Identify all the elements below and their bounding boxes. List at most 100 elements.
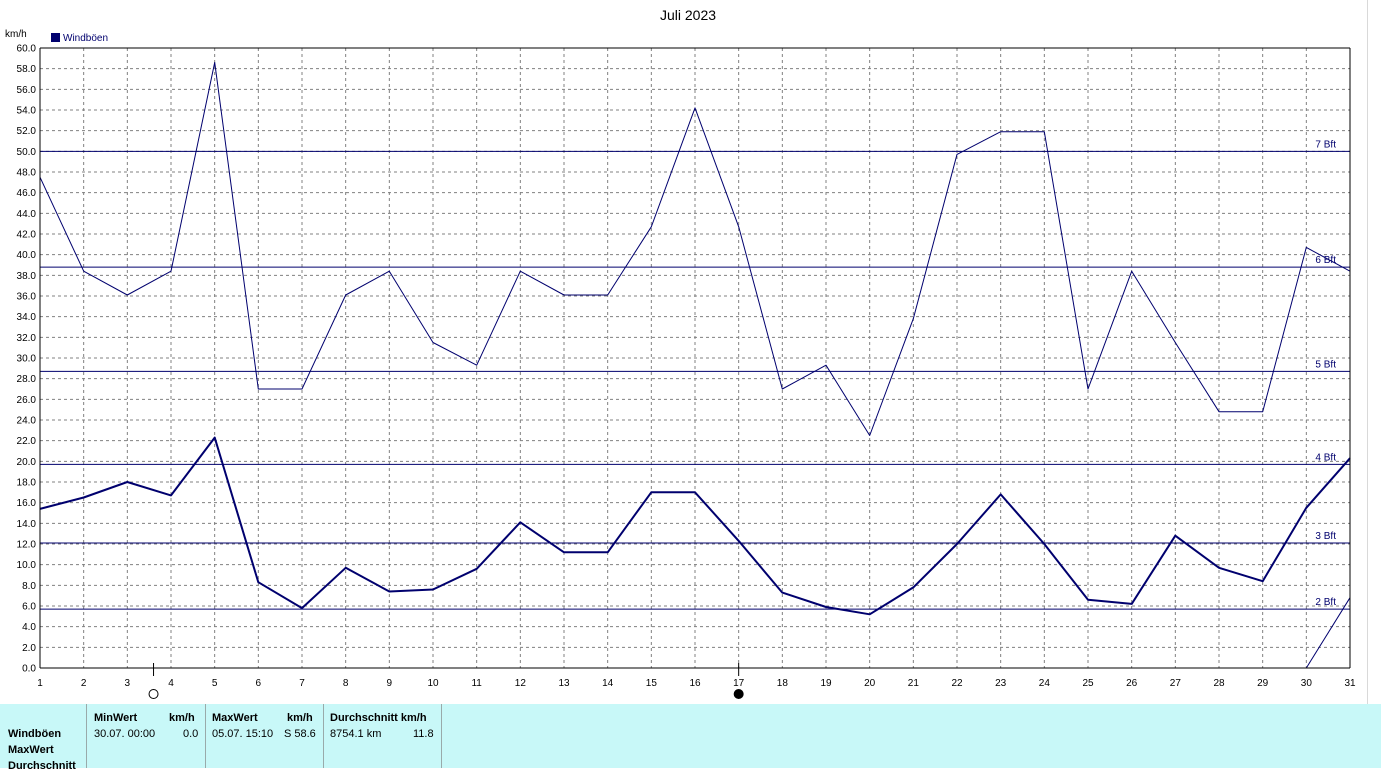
y-tick-label: 20.0 <box>17 457 37 468</box>
x-tick-label: 31 <box>1344 678 1356 689</box>
y-tick-label: 32.0 <box>17 333 37 344</box>
y-tick-label: 38.0 <box>17 271 37 282</box>
y-tick-label: 16.0 <box>17 498 37 509</box>
y-tick-label: 52.0 <box>17 126 37 137</box>
y-tick-label: 58.0 <box>17 64 37 75</box>
y-tick-label: 48.0 <box>17 168 37 179</box>
max-value: S 58.6 <box>284 728 316 740</box>
x-tick-label: 9 <box>387 678 393 689</box>
x-tick-label: 28 <box>1213 678 1225 689</box>
full-moon-icon <box>148 689 159 699</box>
avg-value: 11.8 <box>413 728 434 740</box>
x-tick-label: 22 <box>951 678 963 689</box>
y-axis-unit: km/h <box>5 29 27 40</box>
y-tick-label: 10.0 <box>17 560 37 571</box>
beaufort-label: 2 Bft <box>1315 597 1336 608</box>
header-durchschnitt: Durchschnitt km/h <box>330 712 427 724</box>
y-tick-label: 24.0 <box>17 416 37 427</box>
y-tick-label: 22.0 <box>17 436 37 447</box>
y-tick-label: 60.0 <box>17 44 37 55</box>
beaufort-label: 3 Bft <box>1315 531 1336 542</box>
distance: 8754.1 km <box>330 728 382 740</box>
x-tick-label: 27 <box>1170 678 1182 689</box>
moon-phases <box>148 663 744 699</box>
row-label-durchschnitt: Durchschnitt <box>8 760 76 772</box>
x-tick-label: 10 <box>427 678 439 689</box>
x-tick-label: 5 <box>212 678 218 689</box>
header-kmh-min: km/h <box>169 712 195 724</box>
header-kmh-max: km/h <box>287 712 313 724</box>
min-value: 0.0 <box>183 728 199 740</box>
x-tick-label: 16 <box>689 678 701 689</box>
y-tick-label: 44.0 <box>17 209 37 220</box>
y-tick-label: 30.0 <box>17 354 37 365</box>
beaufort-label: 5 Bft <box>1315 359 1336 370</box>
beaufort-label: 6 Bft <box>1315 255 1336 266</box>
row-label-windboeen: Windböen <box>8 728 62 740</box>
y-tick-label: 42.0 <box>17 230 37 241</box>
x-tick-label: 23 <box>995 678 1007 689</box>
vertical-scrollbar[interactable] <box>1367 0 1381 768</box>
series-lines <box>39 62 1351 669</box>
y-tick-label: 14.0 <box>17 519 37 530</box>
x-tick-label: 19 <box>820 678 832 689</box>
wind-gust-chart: Juli 2023 km/h Windböen 0.0 2.0 4.0 6.0 8.0 1… <box>5 7 1356 699</box>
min-time: 30.07. 00:00 <box>94 728 156 740</box>
x-tick-label: 15 <box>646 678 658 689</box>
column-divider <box>205 704 206 768</box>
legend-swatch <box>51 33 60 42</box>
y-tick-label: 46.0 <box>17 188 37 199</box>
x-tick-label: 14 <box>602 678 614 689</box>
row-label-maxwert: MaxWert <box>8 744 54 756</box>
y-tick-label: 4.0 <box>22 622 36 633</box>
y-tick-label: 28.0 <box>17 374 37 385</box>
column-divider <box>86 704 87 768</box>
max-time: 05.07. 15:10 <box>212 728 274 740</box>
beaufort-label: 7 Bft <box>1315 139 1336 150</box>
x-tick-label: 24 <box>1039 678 1051 689</box>
y-tick-label: 26.0 <box>17 395 37 406</box>
statistics-panel: MinWert km/h MaxWert km/h Durchschnitt k… <box>0 704 1381 772</box>
column-divider <box>441 704 442 768</box>
beaufort-lines: 7 Bft 6 Bft 5 Bft 4 Bft 3 Bft 2 Bft <box>40 139 1350 610</box>
y-tick-label: 2.0 <box>22 643 36 654</box>
x-tick-label: 7 <box>299 678 305 689</box>
grid: 0.0 2.0 4.0 6.0 8.0 10.0 12.0 14.0 16.0 18.0 20.0 2… <box>17 44 1356 690</box>
x-tick-label: 12 <box>515 678 527 689</box>
y-tick-label: 36.0 <box>17 292 37 303</box>
new-moon-icon <box>733 689 744 699</box>
x-tick-label: 29 <box>1257 678 1269 689</box>
x-tick-label: 2 <box>81 678 87 689</box>
header-maxwert: MaxWert <box>212 712 258 724</box>
x-tick-label: 18 <box>777 678 789 689</box>
header-minwert: MinWert <box>94 712 138 724</box>
x-tick-label: 20 <box>864 678 876 689</box>
x-tick-label: 1 <box>37 678 43 689</box>
y-tick-label: 0.0 <box>22 664 36 675</box>
x-tick-label: 13 <box>558 678 570 689</box>
y-tick-label: 6.0 <box>22 602 36 613</box>
x-tick-label: 17 <box>733 678 745 689</box>
x-tick-label: 6 <box>256 678 262 689</box>
y-tick-label: 18.0 <box>17 478 37 489</box>
y-tick-label: 12.0 <box>17 540 37 551</box>
chart-title: Juli 2023 <box>660 7 716 23</box>
beaufort-label: 4 Bft <box>1315 452 1336 463</box>
x-tick-label: 21 <box>908 678 920 689</box>
series-line-windboeen <box>39 436 1351 616</box>
x-tick-label: 11 <box>471 678 482 689</box>
y-tick-label: 34.0 <box>17 312 37 323</box>
y-tick-label: 54.0 <box>17 106 37 117</box>
x-tick-label: 8 <box>343 678 349 689</box>
x-tick-label: 25 <box>1082 678 1094 689</box>
series-line <box>1305 597 1351 669</box>
axes <box>39 47 1351 669</box>
x-tick-label: 26 <box>1126 678 1138 689</box>
y-tick-label: 50.0 <box>17 147 37 158</box>
x-tick-label: 3 <box>125 678 131 689</box>
legend-label: Windböen <box>63 33 108 44</box>
y-tick-label: 40.0 <box>17 250 37 261</box>
y-tick-label: 8.0 <box>22 581 36 592</box>
series-line <box>39 62 1351 436</box>
x-tick-label: 30 <box>1301 678 1313 689</box>
